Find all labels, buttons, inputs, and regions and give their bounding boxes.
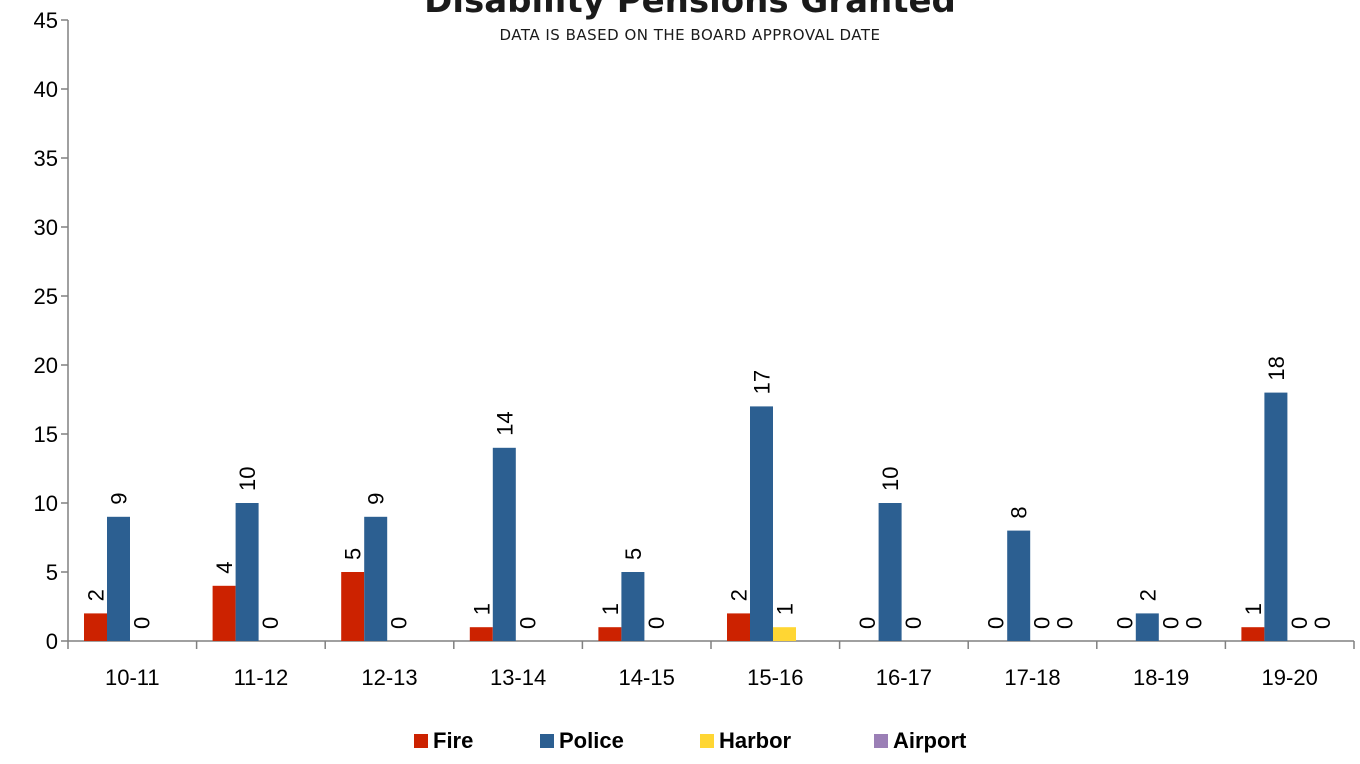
y-tick-label: 10 bbox=[34, 491, 58, 516]
chart-title: Disability Pensions Granted bbox=[424, 0, 956, 21]
data-label-fire: 5 bbox=[341, 548, 366, 560]
data-label-police: 2 bbox=[1135, 589, 1160, 601]
bar-fire bbox=[212, 585, 236, 641]
y-tick-label: 20 bbox=[34, 353, 58, 378]
y-tick-label: 40 bbox=[34, 77, 58, 102]
bar-fire bbox=[469, 627, 493, 641]
data-label-airport: 0 bbox=[1053, 617, 1078, 629]
data-label-fire: 1 bbox=[598, 603, 623, 615]
chart-subtitle: DATA IS BASED ON THE BOARD APPROVAL DATE bbox=[499, 26, 880, 44]
bar-police bbox=[621, 572, 645, 641]
bar-police bbox=[1264, 392, 1288, 641]
data-label-police: 5 bbox=[621, 548, 646, 560]
data-label-harbor: 0 bbox=[644, 617, 669, 629]
bar-police bbox=[1007, 530, 1031, 641]
data-label-fire: 2 bbox=[84, 589, 109, 601]
x-tick-label: 14-15 bbox=[619, 665, 675, 690]
data-label-police: 9 bbox=[364, 493, 389, 505]
bar-fire bbox=[727, 613, 750, 641]
y-tick-label: 15 bbox=[34, 422, 58, 447]
data-label-fire: 2 bbox=[727, 589, 752, 601]
x-tick-label: 18-19 bbox=[1133, 665, 1189, 690]
data-label-airport: 0 bbox=[1310, 617, 1335, 629]
legend-swatch-fire bbox=[414, 734, 428, 748]
legend-label-harbor: Harbor bbox=[719, 728, 792, 753]
bars-group bbox=[84, 392, 1288, 641]
legend-label-airport: Airport bbox=[893, 728, 967, 753]
x-tick-label: 13-14 bbox=[490, 665, 546, 690]
bar-fire bbox=[1241, 627, 1265, 641]
data-label-police: 9 bbox=[107, 493, 132, 505]
data-label-harbor: 0 bbox=[130, 617, 155, 629]
data-label-fire: 0 bbox=[1112, 617, 1137, 629]
bar-police bbox=[364, 516, 388, 641]
data-label-harbor: 0 bbox=[1158, 617, 1183, 629]
legend-swatch-police bbox=[540, 734, 554, 748]
legend-label-police: Police bbox=[559, 728, 624, 753]
bar-police bbox=[1135, 613, 1159, 641]
data-label-police: 10 bbox=[235, 467, 260, 491]
bar-fire bbox=[341, 572, 365, 641]
x-tick-label: 19-20 bbox=[1262, 665, 1318, 690]
x-tick-label: 16-17 bbox=[876, 665, 932, 690]
data-label-police: 10 bbox=[878, 467, 903, 491]
data-label-police: 17 bbox=[750, 370, 775, 394]
data-label-fire: 1 bbox=[469, 603, 494, 615]
data-label-fire: 1 bbox=[1241, 603, 1266, 615]
y-axis: 0 5 10 15 20 25 30 35 40 45 bbox=[34, 8, 69, 654]
data-label-harbor: 0 bbox=[901, 617, 926, 629]
bar-harbor bbox=[773, 627, 796, 641]
data-label-fire: 4 bbox=[212, 562, 237, 574]
x-axis: 10-11 11-12 12-13 13-14 14-15 15-16 16-17 17-18… bbox=[67, 640, 1355, 690]
data-label-harbor: 1 bbox=[773, 603, 798, 615]
data-label-harbor: 0 bbox=[387, 617, 412, 629]
x-tick-label: 11-12 bbox=[234, 665, 289, 690]
data-label-police: 8 bbox=[1007, 506, 1032, 518]
data-label-fire: 0 bbox=[984, 617, 1009, 629]
data-label-police: 14 bbox=[492, 411, 517, 435]
data-label-fire: 0 bbox=[855, 617, 880, 629]
bar-police bbox=[750, 406, 773, 641]
y-tick-label: 25 bbox=[34, 284, 58, 309]
y-tick-label: 0 bbox=[46, 629, 58, 654]
data-label-harbor: 0 bbox=[1030, 617, 1055, 629]
data-label-harbor: 0 bbox=[258, 617, 283, 629]
bar-fire bbox=[598, 627, 622, 641]
data-label-harbor: 0 bbox=[515, 617, 540, 629]
y-tick-label: 35 bbox=[34, 146, 58, 171]
bar-police bbox=[878, 503, 902, 641]
bar-police bbox=[235, 503, 259, 641]
bar-fire bbox=[84, 613, 107, 641]
legend-swatch-airport bbox=[874, 734, 888, 748]
y-tick-label: 5 bbox=[46, 560, 58, 585]
y-tick-label: 30 bbox=[34, 215, 58, 240]
x-tick-label: 17-18 bbox=[1004, 665, 1060, 690]
legend-label-fire: Fire bbox=[433, 728, 473, 753]
bar-police bbox=[107, 516, 130, 641]
legend-swatch-harbor bbox=[700, 734, 714, 748]
data-label-harbor: 0 bbox=[1287, 617, 1312, 629]
legend: Fire Police Harbor Airport bbox=[414, 728, 967, 753]
x-tick-label: 12-13 bbox=[361, 665, 417, 690]
y-tick-label: 45 bbox=[34, 8, 58, 33]
data-label-airport: 0 bbox=[1181, 617, 1206, 629]
bar-police bbox=[492, 447, 516, 641]
x-tick-label: 10-11 bbox=[105, 665, 160, 690]
data-label-police: 18 bbox=[1264, 356, 1289, 380]
x-tick-label: 15-16 bbox=[747, 665, 803, 690]
